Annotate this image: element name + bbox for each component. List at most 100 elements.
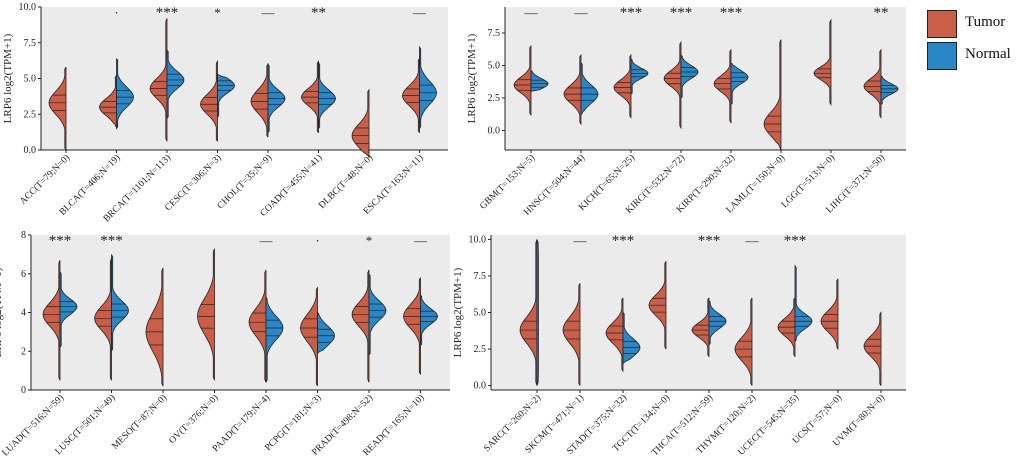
y-tick-label: 7.5 — [474, 271, 487, 282]
y-tick-label: 0 — [21, 385, 26, 396]
violin-tumor-5 — [691, 297, 710, 358]
y-tick-label: 2 — [21, 346, 26, 357]
significance-label: — — [413, 233, 428, 248]
significance-label: — — [412, 5, 427, 20]
violin-normal-2 — [111, 254, 129, 352]
significance-label: · — [315, 233, 319, 248]
violin-normal-8 — [420, 294, 438, 346]
x-tick-label: ACC(T=79;N=0) — [18, 152, 73, 207]
y-tick-label: 2.5 — [474, 344, 487, 355]
violin-normal-6 — [318, 62, 336, 130]
y-tick-label: 0.0 — [488, 126, 501, 137]
violin-tumor-4 — [200, 59, 218, 142]
violin-tumor-1 — [519, 239, 538, 386]
y-tick-label: 0.0 — [474, 381, 487, 392]
significance-label: — — [573, 233, 588, 248]
significance-label: — — [574, 5, 589, 20]
violin-tumor-3 — [145, 267, 164, 387]
violin-normal-1 — [536, 239, 539, 386]
panel-background — [41, 7, 448, 150]
violin-tumor-7 — [351, 269, 370, 383]
y-tick-label: 2.5 — [24, 109, 37, 120]
significance-label: *** — [698, 233, 721, 249]
y-axis-label: LRP6 log2(TPM+1) — [466, 33, 478, 123]
violin-tumor-8 — [863, 48, 882, 119]
legend-key-normal — [927, 42, 957, 70]
legend: Tumor Normal — [923, 8, 1018, 72]
violin-tumor-5 — [250, 62, 269, 138]
significance-label: *** — [49, 233, 72, 249]
y-tick-label: 0.0 — [24, 145, 37, 156]
significance-label: * — [366, 233, 373, 248]
significance-label: *** — [100, 233, 123, 249]
x-tick-label: CESC(T=306;N=3) — [163, 152, 224, 213]
significance-label: *** — [612, 233, 635, 249]
panel-background — [491, 235, 906, 390]
y-tick-label: 5.0 — [474, 308, 487, 319]
legend-item-normal: Normal — [923, 40, 1018, 72]
violin-normal-5 — [730, 62, 749, 106]
y-tick-label: 7.5 — [24, 38, 37, 49]
violin-tumor-2 — [563, 53, 582, 126]
violin-tumor-3 — [149, 18, 168, 142]
significance-label: *** — [620, 5, 643, 21]
x-tick-label: LGG(T=513;N=0) — [779, 152, 837, 210]
violin-tumor-7 — [813, 18, 832, 107]
violin-tumor-8 — [820, 278, 839, 351]
violin-normal-8 — [419, 45, 437, 131]
x-tick-label: GBM(T=153;N=5) — [478, 152, 537, 211]
violin-normal-2 — [580, 61, 599, 116]
significance-label: *** — [156, 5, 179, 21]
y-tick-label: 5.0 — [24, 74, 37, 85]
violin-tumor-2 — [94, 258, 112, 381]
violin-tumor-7 — [351, 88, 370, 159]
violin-normal-7 — [368, 273, 387, 356]
significance-label: — — [745, 233, 760, 248]
y-tick-label: 5.0 — [488, 61, 501, 72]
violin-normal-8 — [880, 75, 899, 106]
significance-label: *** — [720, 5, 743, 21]
violin-tumor-6 — [300, 287, 318, 387]
violin-tumor-5 — [713, 48, 732, 125]
significance-label: * — [214, 5, 221, 20]
legend-key-tumor — [927, 10, 957, 38]
violin-normal-4 — [217, 73, 235, 118]
panel-background — [31, 235, 450, 390]
x-tick-label: DLBC(T=48;N=0) — [316, 152, 375, 211]
legend-label-tumor: Tumor — [965, 14, 1006, 30]
chart-panel-1: 0.0 2.5 5.0 7.5 10.0 LRP6 log2(TPM+1) ACC(T=79… — [2, 2, 448, 224]
violin-normal-6 — [317, 311, 335, 355]
violin-tumor-6 — [763, 39, 782, 151]
x-tick-label: MESO(T=87;N=0) — [110, 392, 169, 451]
violin-normal-1 — [530, 70, 549, 93]
y-tick-label: 2.5 — [488, 93, 501, 104]
x-tick-label: PAAD(T=179;N=4) — [210, 392, 272, 454]
y-axis-label: LRP6 log2(TPM+1) — [2, 33, 14, 123]
y-axis-label: LRP6 log2(TPM+1) — [452, 267, 464, 357]
violin-tumor-8 — [403, 277, 421, 375]
violin-normal-3 — [622, 311, 641, 365]
x-tick-label: PCPG(T=181;N=3) — [263, 392, 324, 453]
violin-normal-1 — [59, 270, 78, 349]
y-tick-label: 10.0 — [469, 234, 487, 245]
violin-tumor-1 — [48, 66, 67, 152]
significance-label: ** — [874, 5, 889, 21]
x-tick-label: CHOL(T=35;N=9) — [215, 152, 274, 211]
violin-normal-7 — [794, 264, 813, 342]
legend-item-tumor: Tumor — [923, 8, 1018, 40]
chart-panel-2: 0.0 2.5 5.0 7.5 LRP6 log2(TPM+1) GBM(T=153;N=… — [466, 5, 906, 218]
significance-label: — — [261, 5, 276, 20]
violin-tumor-5 — [248, 269, 267, 383]
significance-label: *** — [670, 5, 693, 21]
violin-normal-3 — [166, 48, 185, 119]
y-tick-label: 10.0 — [19, 2, 37, 13]
y-tick-label: 4 — [21, 308, 26, 319]
significance-label: · — [114, 5, 118, 20]
violin-tumor-4 — [197, 248, 215, 381]
violin-tumor-2 — [562, 283, 581, 386]
legend-label-normal: Normal — [965, 46, 1011, 62]
violin-normal-5 — [708, 299, 727, 346]
